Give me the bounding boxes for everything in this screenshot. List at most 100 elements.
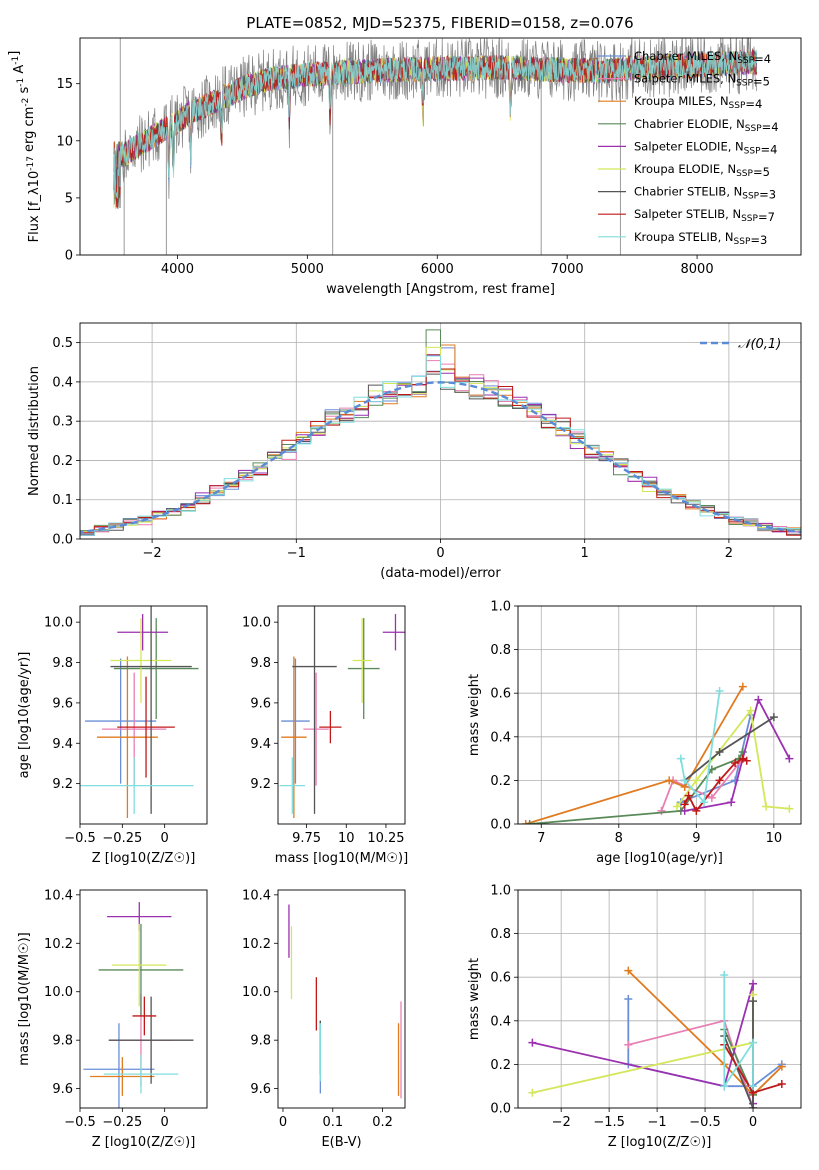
weight-marker — [665, 776, 674, 785]
label-part: Flux [f_λ10 — [27, 171, 42, 243]
label-part: SSP — [736, 169, 753, 179]
label-part: =4 — [754, 52, 771, 66]
axes-frame — [277, 605, 406, 825]
spectrum-model-line — [113, 49, 758, 199]
ticks: −2 −1.5 −1 −0.5 0 0.0 0.2 0.4 0.6 0.8 1.0 — [490, 884, 757, 1131]
label-part: -2 — [21, 98, 31, 107]
weight-marker — [624, 1040, 633, 1049]
weight-marker — [684, 791, 693, 800]
ticks: 7 8 9 10 0.0 0.2 0.4 0.6 0.8 1.0 — [490, 600, 782, 847]
weight-marker — [785, 754, 794, 763]
y-axis-label: age [log10(age/yr)] — [17, 652, 32, 779]
y-tick-label: 10.2 — [44, 937, 73, 952]
weight-series-line — [723, 1001, 754, 1108]
y-tick-label: 9.6 — [52, 1082, 73, 1097]
errorbar-point — [281, 658, 310, 784]
x-tick-label: 0.2 — [372, 1115, 393, 1130]
y-tick-label: 9.2 — [52, 777, 73, 792]
y-axis-label: mass [log10(M/M☉)] — [17, 932, 32, 1065]
x-tick-label: −0.5 — [64, 831, 96, 846]
label-part: -1 — [16, 78, 26, 87]
x-tick-label: 0 — [279, 1115, 287, 1130]
plot-area — [83, 902, 194, 1108]
y-axis-label: Flux [f_λ10-17 erg cm-2 s-1 A-1] — [7, 51, 42, 243]
label-part: SSP — [734, 237, 751, 247]
x-axis-label: Z [log10(Z/Z☉)] — [92, 851, 196, 866]
y-tick-label: 10.0 — [44, 616, 73, 631]
label-part: Chabrier ELODIE, N — [634, 117, 745, 131]
y-tick-label: 0.4 — [490, 1014, 511, 1029]
label-part: SSP — [737, 56, 754, 66]
label-part: Z [log10(Z/Z☉)] — [92, 851, 196, 866]
x-tick-label: 10 — [766, 831, 783, 846]
weight-marker — [749, 979, 758, 988]
weight-marker — [720, 1082, 729, 1091]
label-part: =5 — [753, 75, 770, 89]
label-part: age [log10(age/yr)] — [17, 652, 32, 779]
legend-label: Chabrier ELODIE, NSSP=4 — [634, 117, 779, 134]
x-tick-label: 0 — [161, 1115, 169, 1130]
label-part: (data-model)/error — [380, 566, 501, 581]
weight-marker — [762, 802, 771, 811]
x-axis-label: (data-model)/error — [380, 566, 501, 581]
label-part: -17 — [26, 156, 36, 171]
label-part: Kroupa ELODIE, N — [634, 162, 736, 176]
y-tick-label: 10 — [56, 134, 73, 149]
axes-age_vs_Z: −0.5 −0.25 0 9.2 9.4 9.6 9.8 10.0 Z [log10(Z/Z☉)… — [17, 605, 208, 866]
axes-massweight_vs_Z: −2 −1.5 −1 −0.5 0 0.0 0.2 0.4 0.6 0.8 1.0 Z [log10(… — [467, 884, 802, 1150]
weight-marker — [754, 695, 763, 704]
y-tick-label: 0.8 — [490, 927, 511, 942]
y-tick-label: 1.0 — [490, 884, 511, 899]
x-tick-label: 9.75 — [292, 831, 321, 846]
ticks: 0 0.1 0.2 9.6 9.8 10.0 10.2 10.4 — [242, 888, 393, 1130]
y-tick-label: 9.4 — [250, 737, 271, 752]
weight-marker — [785, 804, 794, 813]
label-part: =4 — [761, 142, 778, 156]
weight-marker — [525, 820, 534, 824]
y-tick-label: 1.0 — [490, 600, 511, 615]
plot-area — [279, 606, 405, 818]
errorbar-point — [382, 614, 405, 651]
errorbar-point — [319, 710, 342, 744]
x-tick-label: −1 — [648, 1115, 667, 1130]
label-part: E(B-V) — [321, 1135, 361, 1150]
errorbar-point — [112, 923, 167, 1007]
y-tick-label: 0.3 — [52, 415, 73, 430]
weight-marker — [528, 1038, 537, 1047]
y-tick-label: 0.2 — [52, 454, 73, 469]
label-part: =5 — [753, 165, 770, 179]
label-part: Z [log10(Z/Z☉)] — [608, 1135, 712, 1150]
errorbar-point — [292, 606, 337, 814]
plot-area — [80, 606, 199, 818]
weight-series-line — [723, 975, 754, 1090]
x-tick-label: 0 — [161, 831, 169, 846]
label-part: -1 — [11, 56, 21, 65]
weight-marker — [749, 1104, 758, 1108]
label-part: SSP — [742, 192, 759, 202]
x-axis-label: mass [log10(M/M☉)] — [275, 851, 408, 866]
y-tick-label: 9.8 — [52, 656, 73, 671]
weight-marker — [680, 776, 689, 785]
x-tick-label: 8 — [615, 831, 623, 846]
weight-marker — [749, 997, 758, 1006]
legend-label: Chabrier MILES, NSSP=4 — [634, 49, 771, 66]
y-tick-label: 5 — [65, 191, 73, 206]
plot-area — [528, 966, 786, 1108]
weight-marker — [777, 1080, 786, 1089]
errorbar-point — [279, 757, 305, 814]
x-tick-label: −0.5 — [64, 1115, 96, 1130]
y-tick-label: 9.8 — [52, 1034, 73, 1049]
label-part: A — [12, 65, 27, 78]
label-part: Z [log10(Z/Z☉)] — [92, 1135, 196, 1150]
y-tick-label: 9.6 — [250, 696, 271, 711]
y-tick-label: 0.5 — [52, 336, 73, 351]
weight-marker — [680, 800, 689, 809]
y-axis-label: Normed distribution — [27, 366, 42, 496]
y-tick-label: 0.1 — [52, 493, 73, 508]
label-part: SSP — [729, 101, 746, 111]
weight-marker — [707, 793, 716, 802]
x-tick-label: 7 — [537, 831, 545, 846]
weight-marker — [720, 971, 729, 980]
